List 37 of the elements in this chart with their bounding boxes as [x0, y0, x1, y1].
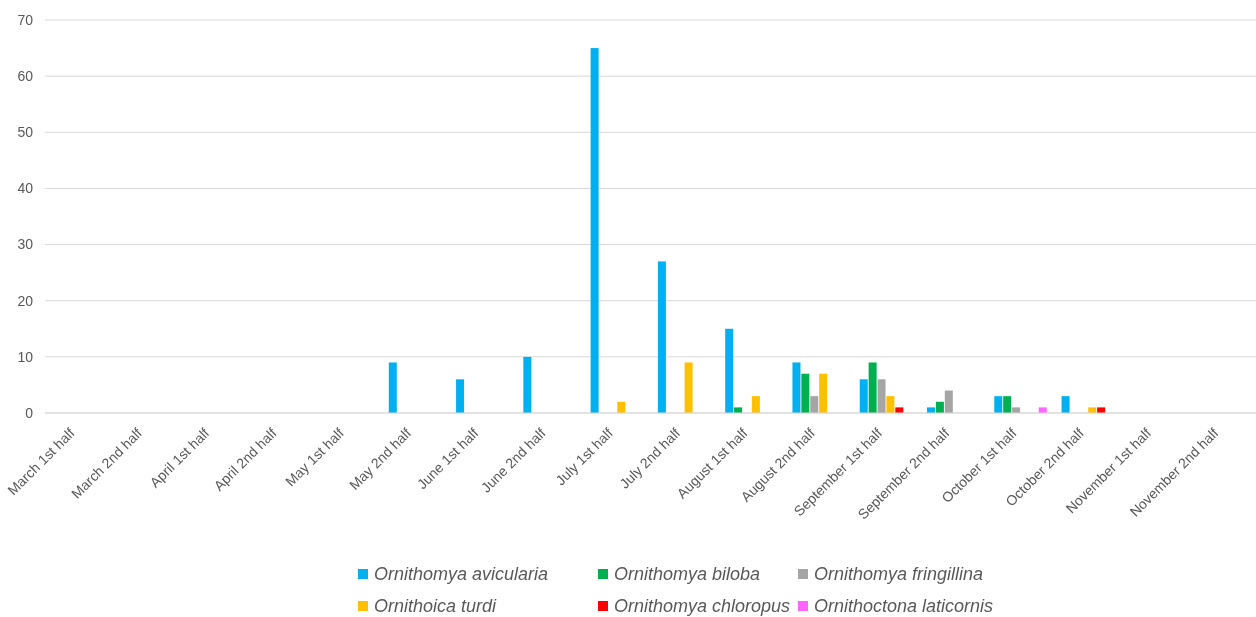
y-tick-label: 40 [17, 180, 34, 197]
bar [684, 362, 693, 413]
y-tick-label: 0 [25, 404, 34, 421]
x-tick-label: May 2nd half [346, 424, 415, 493]
bar [994, 396, 1003, 413]
bar [590, 48, 599, 413]
y-tick-label: 50 [17, 124, 34, 141]
bar [859, 379, 868, 413]
bar [751, 396, 760, 413]
bar [886, 396, 895, 413]
y-tick-label: 70 [17, 11, 34, 28]
legend-label: Ornithoica turdi [374, 596, 498, 617]
bar [657, 261, 666, 413]
legend-label: Ornithomya fringillina [814, 564, 984, 585]
bar [523, 356, 532, 413]
bar [819, 373, 828, 413]
x-tick-label: July 1st half [552, 424, 616, 489]
legend-label: Ornithoctona laticornis [814, 596, 994, 617]
bar [1061, 396, 1070, 413]
bar [801, 373, 810, 413]
bar [725, 328, 734, 413]
legend-label: Ornithomya biloba [614, 564, 761, 585]
bar [1003, 396, 1012, 413]
y-tick-label: 60 [17, 68, 34, 85]
legend-label: Ornithomya avicularia [374, 564, 549, 585]
legend-label: Ornithomya chloropus [614, 596, 791, 617]
bar [868, 362, 877, 413]
bar [792, 362, 801, 413]
y-tick-label: 30 [17, 236, 34, 253]
bar [388, 362, 397, 413]
bar [456, 379, 465, 413]
y-tick-label: 20 [17, 292, 34, 309]
bar [810, 396, 819, 413]
bar [877, 379, 886, 413]
bar [944, 390, 953, 413]
y-tick-label: 10 [17, 348, 34, 365]
x-tick-label: May 1st half [282, 424, 347, 490]
